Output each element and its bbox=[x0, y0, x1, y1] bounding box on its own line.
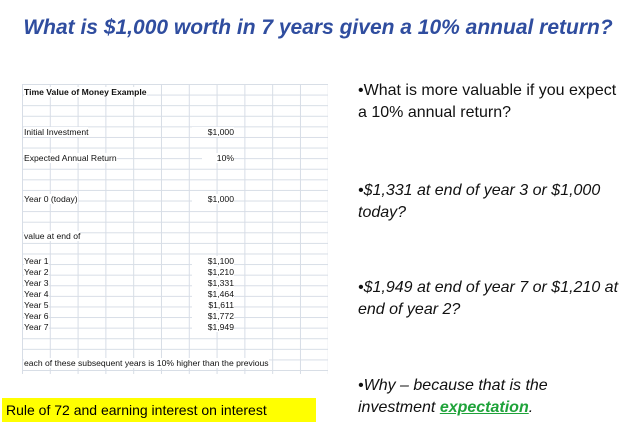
year-label: Year 7 bbox=[24, 322, 49, 332]
year-value: $1,100 bbox=[192, 256, 234, 266]
sheet-heading: Time Value of Money Example bbox=[24, 87, 147, 97]
bullet-year7: •$1,949 at end of year 7 or $1,210 at en… bbox=[358, 279, 619, 318]
year-value: $1,464 bbox=[192, 289, 234, 299]
value-at-end-label: value at end of bbox=[24, 231, 81, 241]
rule-of-72-banner: Rule of 72 and earning interest on inter… bbox=[2, 398, 316, 422]
year-value: $1,611 bbox=[192, 300, 234, 310]
year-value: $1,949 bbox=[192, 322, 234, 332]
expected-return-value: 10% bbox=[202, 153, 234, 163]
year0-label: Year 0 (today) bbox=[24, 194, 78, 204]
bullet-year3: •$1,331 at end of year 3 or $1,000 today… bbox=[358, 182, 601, 221]
expected-return-label: Expected Annual Return bbox=[24, 153, 117, 163]
year-value: $1,210 bbox=[192, 267, 234, 277]
sheet-footnote: each of these subsequent years is 10% hi… bbox=[24, 358, 269, 368]
initial-investment-value: $1,000 bbox=[192, 127, 234, 137]
year-label: Year 5 bbox=[24, 300, 49, 310]
year-label: Year 3 bbox=[24, 278, 49, 288]
year-label: Year 2 bbox=[24, 267, 49, 277]
expectation-emphasis: expectation bbox=[439, 399, 529, 416]
year-value: $1,772 bbox=[192, 311, 234, 321]
bullet-why-suffix: . bbox=[528, 399, 534, 416]
year-label: Year 1 bbox=[24, 256, 49, 266]
year-label: Year 6 bbox=[24, 311, 49, 321]
slide-title: What is $1,000 worth in 7 years given a … bbox=[23, 16, 613, 39]
initial-investment-label: Initial Investment bbox=[24, 127, 89, 137]
year-label: Year 4 bbox=[24, 289, 49, 299]
year-value: $1,331 bbox=[192, 278, 234, 288]
bullet-why-text: •Why – because that is the investment bbox=[358, 377, 548, 416]
spreadsheet: Time Value of Money Example Initial Inve… bbox=[22, 84, 328, 374]
year0-value: $1,000 bbox=[192, 194, 234, 204]
bullet-why: •Why – because that is the investment ex… bbox=[358, 375, 628, 419]
bullet-question: •What is more valuable if you expect a 1… bbox=[358, 82, 617, 121]
